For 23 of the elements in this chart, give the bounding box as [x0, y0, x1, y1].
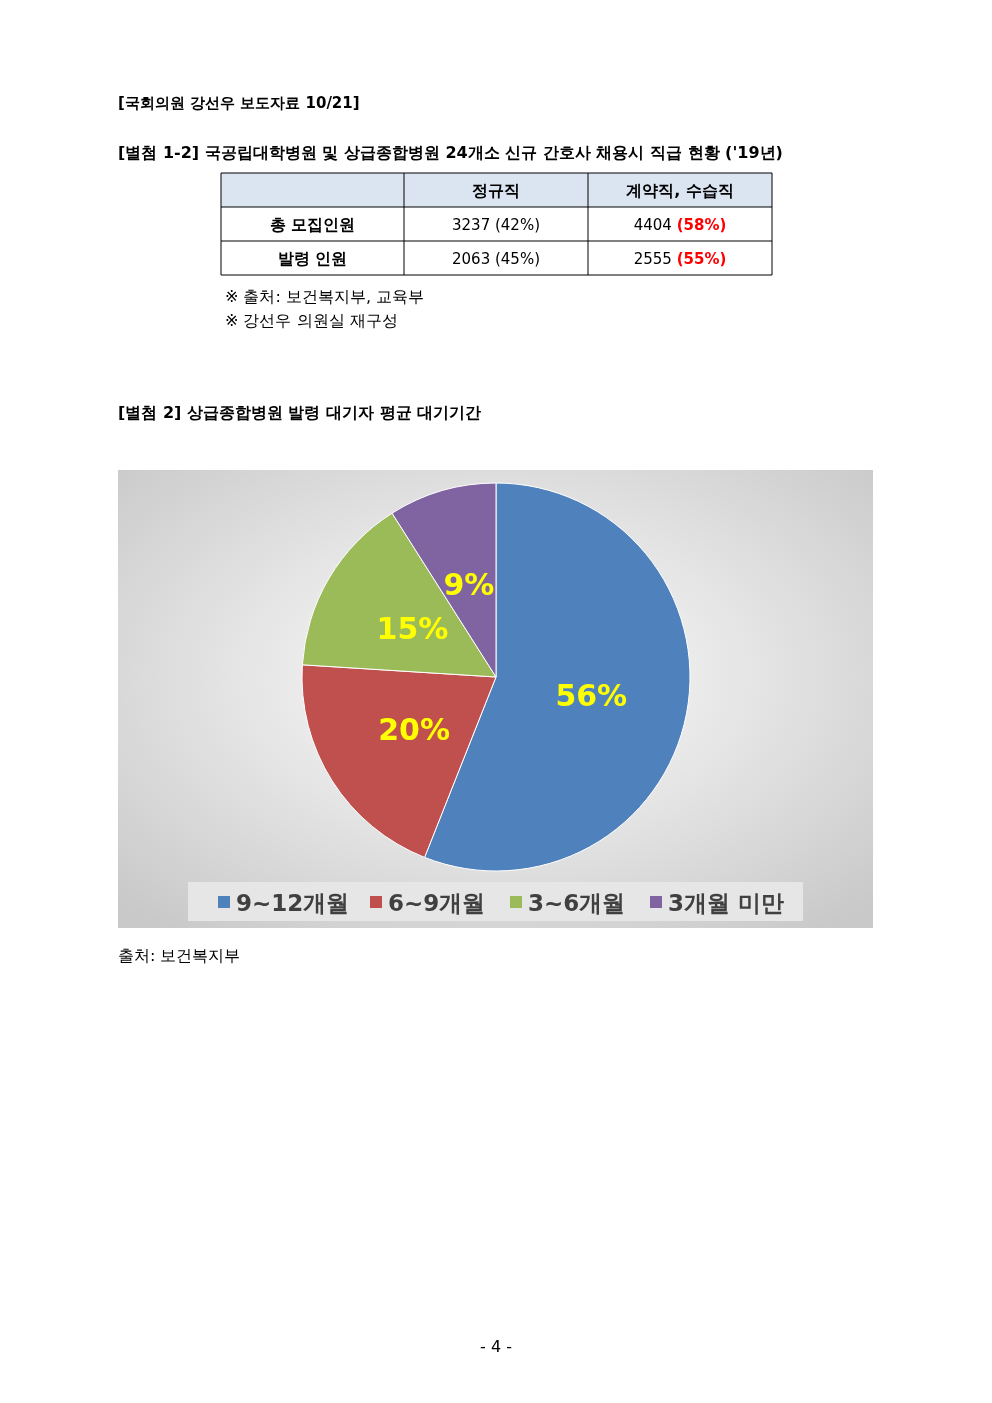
data-label: 20%: [378, 711, 451, 747]
category-label: 총 모집인원: [269, 215, 356, 234]
text: [별첨 1-2] 국공립대학병원 및 상급종합병원 24개소 신규 간호사 채용시 직급 현황 ('19년): [118, 143, 783, 162]
text: - 4 -: [480, 1337, 512, 1356]
data-label: 15%: [376, 610, 449, 646]
text: 4404 (58%): [633, 216, 727, 234]
data-label: 9%: [443, 566, 495, 602]
data-label: 56%: [555, 678, 628, 714]
legend-label: 9~12개월: [236, 890, 350, 916]
text: 2555 (55%): [633, 250, 727, 268]
legend-label: 3~6개월: [528, 890, 626, 916]
category-label: 정규직: [472, 181, 520, 200]
category-label: 계약직, 수습직: [626, 181, 734, 200]
category-label: 발령 인원: [277, 249, 348, 268]
chart-title: [별첨 2] 상급종합병원 발령 대기자 평균 대기기간: [118, 403, 482, 422]
text: [국회의원 강선우 보도자료 10/21]: [118, 94, 360, 112]
source-note: 출처: 보건복지부: [118, 946, 241, 965]
text: ※ 출처: 보건복지부, 교육부: [225, 287, 425, 306]
text: 2063 (45%): [452, 250, 540, 268]
text: 3237 (42%): [452, 216, 540, 234]
legend-label: 6~9개월: [388, 890, 486, 916]
legend-label: 3개월 미만: [668, 890, 785, 916]
text: ※ 강선우 의원실 재구성: [225, 311, 398, 330]
